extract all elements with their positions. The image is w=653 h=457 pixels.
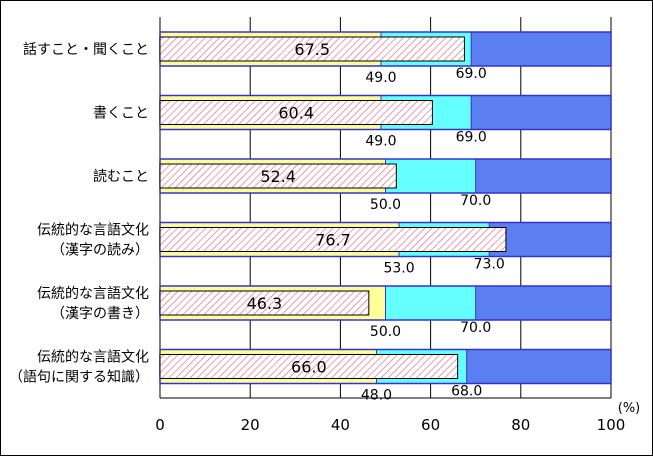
band-segment-high (466, 349, 611, 384)
category-label: （語句に関する知識） (9, 369, 149, 386)
x-tick-label: 80 (511, 416, 530, 434)
band-upper-label: 70.0 (460, 193, 491, 209)
value-bar (159, 36, 465, 62)
grid-layer (159, 17, 612, 399)
category-label: 伝統的な言語文化 (37, 223, 149, 239)
axis-layer: 0 20 40 60 80 100(%) (155, 401, 640, 434)
value-bar (159, 227, 507, 252)
category-label: 話すこと・聞くこと (23, 41, 149, 58)
label-layer: 67.5 49.0 69.0 話すこと・聞くこと 60.4 49.0 69.0 書くこと 52.… (9, 40, 505, 404)
value-bar-layer (159, 36, 507, 379)
band-upper-label: 69.0 (456, 130, 487, 146)
band-lower-label: 50.0 (370, 324, 401, 340)
value-bar (159, 163, 397, 189)
band-upper-label: 68.0 (451, 384, 482, 400)
band-segment-high (471, 32, 611, 66)
value-label: 60.4 (278, 104, 314, 123)
category-label: 読むこと (93, 168, 149, 185)
band-segment-high (471, 95, 611, 130)
band-upper-label: 69.0 (456, 66, 487, 82)
value-bar (159, 354, 459, 379)
band-segment-high (475, 286, 611, 320)
value-label: 46.3 (247, 294, 283, 313)
band-segment-high (475, 159, 611, 193)
band-upper-label: 70.0 (460, 320, 491, 336)
x-tick-label: 60 (421, 416, 440, 434)
value-label: 76.7 (315, 231, 351, 250)
x-tick-label: 100 (597, 416, 626, 434)
band-segment-mid (385, 159, 476, 193)
value-bar (159, 100, 433, 125)
value-label: 52.4 (260, 167, 296, 186)
band-segment-mid (385, 286, 476, 320)
x-tick-label: 0 (155, 416, 165, 434)
category-label: 書くこと (93, 106, 149, 122)
category-label: 伝統的な言語文化 (37, 286, 149, 302)
band-segment-high (489, 222, 611, 257)
band-upper-label: 73.0 (474, 257, 505, 273)
value-label: 67.5 (294, 40, 330, 59)
band-lower-label: 49.0 (365, 70, 396, 86)
category-label: （漢字の書き） (51, 306, 149, 322)
x-tick-label: 40 (331, 416, 350, 434)
unit-label: (%) (618, 401, 641, 416)
band-lower-label: 53.0 (383, 261, 414, 277)
band-lower-label: 50.0 (370, 197, 401, 213)
x-tick-label: 20 (241, 416, 260, 434)
band-lower-label: 48.0 (361, 388, 392, 404)
band-lower-label: 49.0 (365, 134, 396, 150)
category-label: （漢字の読み） (51, 242, 149, 259)
value-bar (159, 290, 370, 316)
value-label: 66.0 (291, 358, 327, 377)
category-label: 伝統的な言語文化 (37, 350, 149, 366)
